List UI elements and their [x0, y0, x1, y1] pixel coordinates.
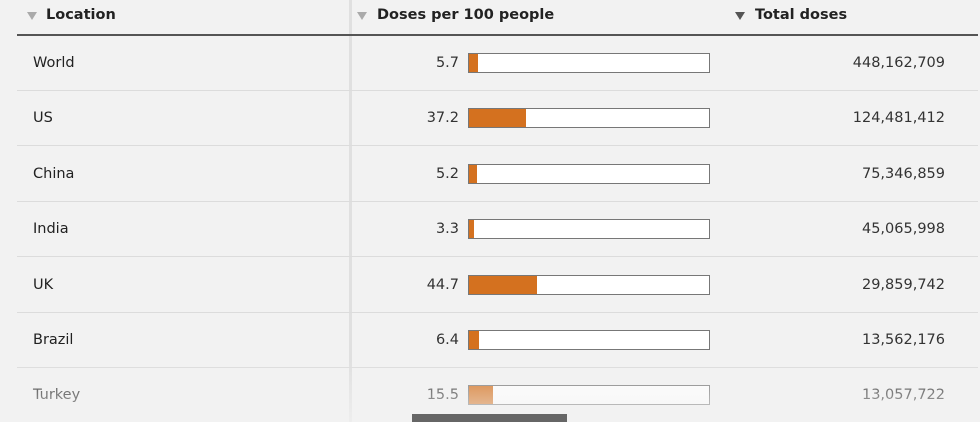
bar [469, 220, 475, 239]
row-divider [17, 367, 978, 368]
total-cell: 75,346,859 [861, 165, 945, 182]
column-header[interactable]: Doses per 100 people [377, 7, 555, 23]
total-cell: 29,859,742 [861, 276, 945, 293]
bar [469, 164, 477, 183]
column-divider [349, 0, 352, 422]
sort-icon[interactable] [735, 12, 745, 20]
doses-cell: 5.7 [435, 55, 459, 71]
bar [469, 275, 537, 294]
bar-track [468, 385, 710, 406]
bar [469, 109, 526, 128]
sort-icon[interactable] [27, 12, 37, 20]
bar-track [468, 219, 710, 240]
location-cell: US [33, 110, 53, 127]
row-divider [17, 256, 978, 258]
row-divider [17, 145, 978, 147]
column-header[interactable]: Location [46, 7, 116, 23]
total-cell: 45,065,998 [861, 221, 945, 238]
header-rule [17, 34, 978, 36]
location-cell: China [33, 165, 75, 182]
total-cell: 124,481,412 [852, 110, 945, 127]
doses-cell: 6.4 [435, 332, 459, 348]
bar-track [468, 274, 710, 295]
doses-cell: 44.7 [426, 276, 459, 293]
bar-track [468, 108, 710, 129]
sort-icon[interactable] [357, 12, 367, 20]
total-cell: 13,562,176 [861, 332, 945, 348]
row-divider [17, 311, 978, 313]
column-header[interactable]: Total doses [755, 7, 848, 23]
bar-track [468, 330, 710, 350]
row-divider [17, 200, 978, 202]
doses-cell: 37.2 [426, 110, 459, 127]
bar-track [468, 53, 710, 73]
bar [469, 386, 493, 405]
row-divider [17, 90, 978, 91]
scrollbar[interactable] [412, 414, 567, 422]
location-cell: Turkey [33, 387, 81, 404]
total-cell: 448,162,709 [852, 55, 945, 71]
doses-cell: 3.3 [435, 221, 459, 238]
total-cell: 13,057,722 [861, 387, 945, 404]
location-cell: India [33, 221, 69, 238]
bar [469, 54, 478, 72]
bar-track [468, 163, 710, 184]
bar [469, 331, 479, 349]
location-cell: World [33, 55, 75, 71]
doses-cell: 15.5 [426, 387, 459, 404]
doses-cell: 5.2 [435, 165, 459, 182]
location-cell: Brazil [33, 332, 74, 348]
location-cell: UK [33, 276, 54, 293]
